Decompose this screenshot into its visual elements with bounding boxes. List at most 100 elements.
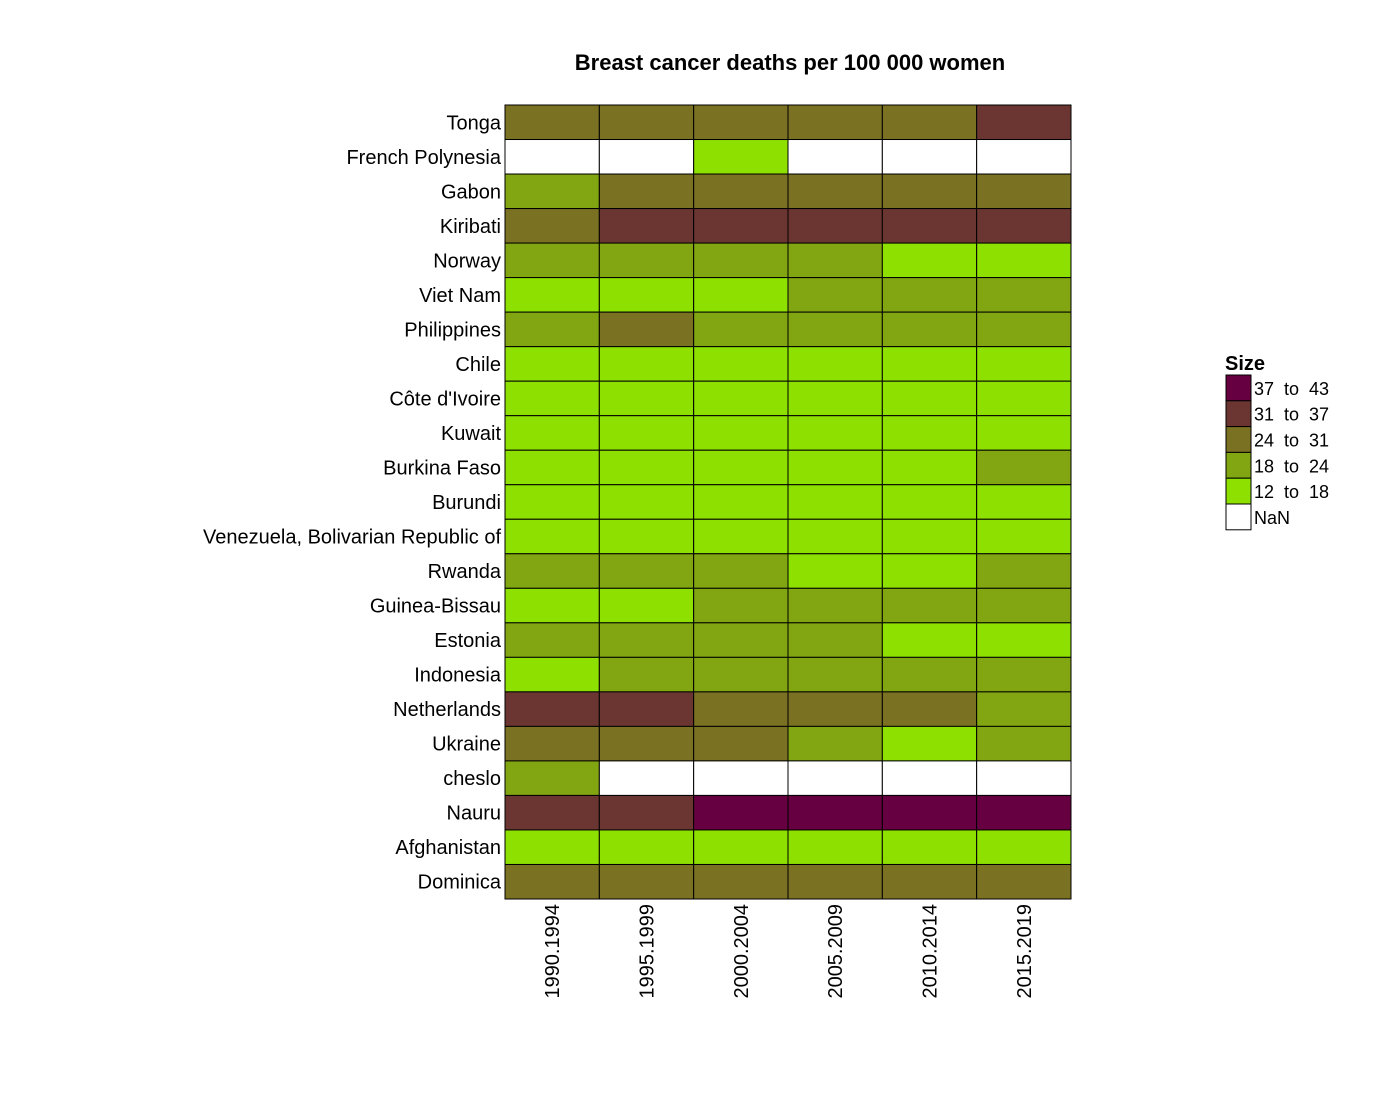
heatmap-cell-norway-2010-2014 [881, 242, 978, 279]
heatmap-cell-kuwait-2000-2004 [693, 415, 789, 451]
heatmap-cell-kuwait-2015-2019 [976, 415, 1072, 451]
heatmap-cell-chile-2010-2014 [881, 346, 978, 382]
row-label: Nauru [447, 803, 501, 825]
row-label: Viet Nam [419, 285, 501, 307]
heatmap-cell-c-te-d-ivoire-1995-1999 [598, 380, 695, 417]
row-label: Guinea-Bissau [370, 596, 501, 618]
heatmap-cell-cheslo-2010-2014 [881, 760, 978, 796]
heatmap-cell-c-te-d-ivoire-2000-2004 [693, 380, 789, 417]
legend-swatch [1225, 477, 1252, 505]
heatmap-cell-burkina-faso-2010-2014 [881, 449, 978, 486]
heatmap-cell-kuwait-1990-1994 [504, 415, 600, 451]
heatmap-cell-ukraine-2005-2009 [787, 725, 883, 762]
heatmap-cell-rwanda-2010-2014 [881, 553, 978, 589]
heatmap-cell-nauru-2005-2009 [787, 794, 883, 831]
heatmap-cell-chile-2000-2004 [693, 346, 789, 382]
column-label: 1995.1999 [637, 904, 659, 999]
heatmap-cell-nauru-1995-1999 [598, 794, 695, 831]
heatmap-cell-french-polynesia-1995-1999 [598, 139, 695, 175]
heatmap-cell-c-te-d-ivoire-2015-2019 [976, 380, 1072, 417]
heatmap-cell-nauru-2000-2004 [693, 794, 789, 831]
heatmap-cell-dominica-2015-2019 [976, 863, 1072, 900]
row-label: Chile [455, 354, 501, 376]
heatmap-cell-gabon-2000-2004 [693, 173, 789, 210]
heatmap-cell-venezuela-bolivarian-republic-of-2010-2014 [881, 518, 978, 555]
heatmap-cell-cheslo-1995-1999 [598, 760, 695, 796]
row-label: Burkina Faso [383, 457, 501, 479]
heatmap-cell-cheslo-1990-1994 [504, 760, 600, 796]
heatmap-cell-norway-2015-2019 [976, 242, 1072, 279]
heatmap-cell-viet-nam-2000-2004 [693, 277, 789, 313]
heatmap-cell-rwanda-2015-2019 [976, 553, 1072, 589]
heatmap-cell-philippines-1995-1999 [598, 311, 695, 348]
heatmap-cell-dominica-2005-2009 [787, 863, 883, 900]
row-labels: Tonga French Polynesia Gabon Kiribati Norway… [203, 112, 502, 893]
row-label: Kiribati [440, 216, 501, 238]
heatmap-cell-netherlands-2015-2019 [976, 691, 1072, 727]
heatmap-cell-viet-nam-2010-2014 [881, 277, 978, 313]
heatmap-cell-kiribati-2010-2014 [881, 208, 978, 244]
heatmap-cell-kiribati-2015-2019 [976, 208, 1072, 244]
heatmap-cell-gabon-2015-2019 [976, 173, 1072, 210]
heatmap-cell-burkina-faso-1990-1994 [504, 449, 600, 486]
heatmap-cell-venezuela-bolivarian-republic-of-2005-2009 [787, 518, 883, 555]
heatmap-cell-ukraine-2010-2014 [881, 725, 978, 762]
row-label: French Polynesia [346, 147, 501, 169]
legend-items: 37 to 43 31 to 37 24 to 31 18 to 24 12 to 18… [1225, 374, 1329, 531]
legend-label: 37 to 43 [1254, 379, 1329, 399]
heatmap-cell-cheslo-2000-2004 [693, 760, 789, 796]
heatmap-cell-gabon-1990-1994 [504, 173, 600, 210]
heatmap-cell-chile-2015-2019 [976, 346, 1072, 382]
heatmap-cell-burundi-2005-2009 [787, 484, 883, 520]
row-label: Dominica [418, 872, 502, 894]
heatmap-cell-french-polynesia-2005-2009 [787, 139, 883, 175]
heatmap-cell-kuwait-2005-2009 [787, 415, 883, 451]
heatmap-cell-c-te-d-ivoire-1990-1994 [504, 380, 600, 417]
heatmap-cell-chile-1995-1999 [598, 346, 695, 382]
row-label: Estonia [434, 630, 502, 652]
heatmap-cell-burundi-1990-1994 [504, 484, 600, 520]
heatmap-cell-estonia-2010-2014 [881, 622, 978, 658]
row-label: Afghanistan [395, 837, 501, 859]
heatmap-cell-gabon-1995-1999 [598, 173, 695, 210]
heatmap-cell-indonesia-2005-2009 [787, 656, 883, 693]
row-label: Kuwait [441, 423, 501, 445]
row-label: Indonesia [414, 665, 502, 687]
heatmap-cell-philippines-2005-2009 [787, 311, 883, 348]
heatmap-cell-afghanistan-1995-1999 [598, 829, 695, 865]
row-label: Burundi [432, 492, 501, 514]
heatmap-cell-tonga-1990-1994 [504, 104, 600, 141]
heatmap-cell-kiribati-2005-2009 [787, 208, 883, 244]
heatmap-cell-guinea-bissau-2015-2019 [976, 587, 1072, 624]
heatmap-cell-ukraine-2000-2004 [693, 725, 789, 762]
heatmap-cell-burkina-faso-2015-2019 [976, 449, 1072, 486]
chart-title: Breast cancer deaths per 100 000 women [575, 50, 1005, 75]
heatmap-cell-philippines-2015-2019 [976, 311, 1072, 348]
heatmap-cell-rwanda-2005-2009 [787, 553, 883, 589]
heatmap-cell-dominica-1995-1999 [598, 863, 695, 900]
heatmap-cell-venezuela-bolivarian-republic-of-2000-2004 [693, 518, 789, 555]
heatmap-cell-ukraine-1990-1994 [504, 725, 600, 762]
heatmap-cell-norway-2005-2009 [787, 242, 883, 279]
heatmap-cell-estonia-1990-1994 [504, 622, 600, 658]
heatmap-cell-french-polynesia-2000-2004 [693, 139, 789, 175]
heatmap-cell-kuwait-2010-2014 [881, 415, 978, 451]
heatmap-cell-rwanda-1990-1994 [504, 553, 600, 589]
heatmap-cell-guinea-bissau-2010-2014 [881, 587, 978, 624]
legend-label: 24 to 31 [1254, 431, 1329, 451]
column-labels: 1990.1994 1995.1999 2000.2004 2005.2009 2010… [542, 904, 1036, 999]
row-label: Venezuela, Bolivarian Republic of [203, 527, 501, 549]
legend-label: 18 to 24 [1254, 456, 1329, 476]
legend-swatch [1225, 426, 1252, 453]
heatmap-cell-kiribati-2000-2004 [693, 208, 789, 244]
heatmap-cell-chile-2005-2009 [787, 346, 883, 382]
heatmap-cell-afghanistan-2005-2009 [787, 829, 883, 865]
heatmap-cell-philippines-2000-2004 [693, 311, 789, 348]
heatmap-cell-dominica-1990-1994 [504, 863, 600, 900]
heatmap-cell-venezuela-bolivarian-republic-of-1995-1999 [598, 518, 695, 555]
heatmap-cell-dominica-2010-2014 [881, 863, 978, 900]
heatmap-cell-nauru-2015-2019 [976, 794, 1072, 831]
heatmap-cell-tonga-2015-2019 [976, 104, 1072, 141]
heatmap-cell-chile-1990-1994 [504, 346, 600, 382]
